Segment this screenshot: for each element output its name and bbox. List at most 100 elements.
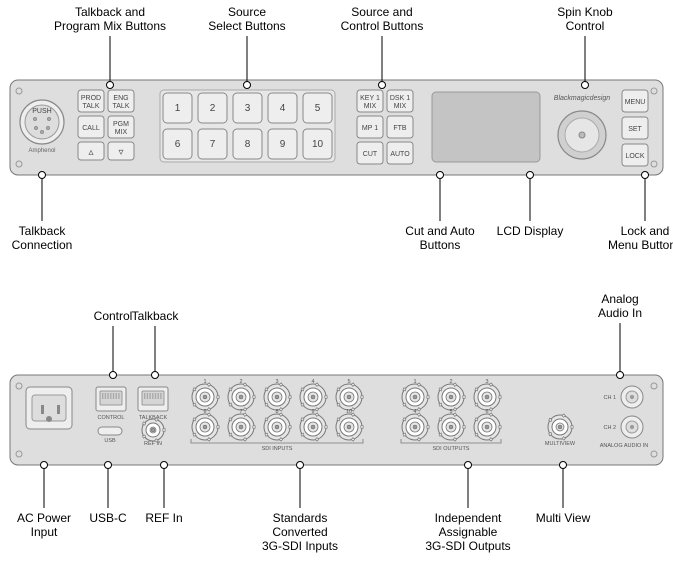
- connector-pin: [47, 117, 51, 121]
- sdi-in-num: 9: [311, 409, 314, 415]
- callout: TalkbackConnection: [12, 172, 73, 253]
- mix-button-3-label: MIX: [115, 129, 128, 136]
- sdi-in-num: 6: [203, 409, 206, 415]
- sdi-in-num: 1: [203, 379, 206, 385]
- mix-button-0-label: PROD: [81, 95, 101, 102]
- callout-dot: [39, 172, 46, 179]
- ctrl-button-0-label: KEY 1: [360, 95, 380, 102]
- callout-dot: [105, 462, 112, 469]
- callout: USB-C: [89, 462, 127, 526]
- ref-in-label: REF IN: [144, 441, 162, 447]
- sdi-in-num: 10: [346, 409, 352, 415]
- callout-label: Cut and Auto: [405, 224, 475, 238]
- sdi-in-num: 7: [239, 409, 242, 415]
- callout: Cut and AutoButtons: [405, 172, 475, 253]
- source-button-label: 5: [315, 103, 321, 114]
- callout-label: Menu Buttons: [608, 238, 673, 252]
- sdi-out-num: 3: [485, 379, 488, 385]
- ac-prong: [57, 405, 60, 414]
- mix-button-2-label: CALL: [82, 125, 100, 132]
- callout-label: Select Buttons: [208, 19, 285, 33]
- callout-label: Source and: [351, 5, 412, 19]
- ctrl-button-5-label: AUTO: [390, 151, 410, 158]
- connector-pin: [46, 126, 50, 130]
- sdi-in-num: 4: [311, 379, 314, 385]
- ctrl-button-3-label: FTB: [393, 125, 407, 132]
- callout-label: Control Buttons: [341, 19, 424, 33]
- sdi-in-num: 3: [275, 379, 278, 385]
- callout: IndependentAssignable3G-SDI Outputs: [425, 462, 510, 554]
- ctrl-button-1-label: DSK 1: [390, 95, 410, 102]
- sdi-out-num: 2: [449, 379, 452, 385]
- callout: LCD Display: [497, 172, 564, 239]
- analog-label: ANALOG AUDIO IN: [600, 443, 649, 449]
- callout-label: Assignable: [439, 525, 498, 539]
- arrow-glyph: ▵: [88, 147, 93, 158]
- sdi-in-num: 5: [347, 379, 350, 385]
- callout: AC PowerInput: [17, 462, 71, 540]
- callout-label: Connection: [12, 238, 73, 252]
- callout-dot: [527, 172, 534, 179]
- callout: Control: [94, 309, 133, 379]
- callout-label: Source: [228, 5, 266, 19]
- sdi-out-num: 5: [449, 409, 452, 415]
- callout-dot: [379, 82, 386, 89]
- callout: AnalogAudio In: [598, 292, 642, 379]
- source-button-label: 4: [280, 103, 286, 114]
- callout-label: 3G-SDI Inputs: [262, 539, 338, 553]
- callout: Talkback andProgram Mix Buttons: [54, 5, 166, 89]
- callout-dot: [582, 82, 589, 89]
- callout-dot: [41, 462, 48, 469]
- connector-pin: [40, 130, 44, 134]
- multiview-label: MULTIVIEW: [545, 441, 576, 447]
- control-port-label: CONTROL: [98, 415, 125, 421]
- callout-label: Spin Knob: [557, 5, 613, 19]
- side-button-set-label: SET: [628, 126, 642, 133]
- callout-label: REF In: [145, 511, 182, 525]
- callout-dot: [161, 462, 168, 469]
- source-button-label: 10: [312, 139, 324, 150]
- sdi-out-num: 6: [485, 409, 488, 415]
- sdi-out-num: 1: [413, 379, 416, 385]
- callout-dot: [297, 462, 304, 469]
- callout-dot: [560, 462, 567, 469]
- push-label: PUSH: [32, 108, 51, 115]
- callout-label: Analog: [601, 292, 638, 306]
- callout-label: Independent: [435, 511, 502, 525]
- ac-prong: [41, 405, 44, 414]
- callout-label: USB-C: [89, 511, 127, 525]
- callout-label: Audio In: [598, 306, 642, 320]
- sdi-in-num: 8: [275, 409, 278, 415]
- callout-label: Multi View: [536, 511, 591, 525]
- callout: REF In: [145, 462, 182, 526]
- callout-label: Talkback and: [75, 5, 145, 19]
- side-button-lock-label: LOCK: [625, 153, 644, 160]
- usb-c-port[interactable]: [98, 427, 122, 435]
- analog-ch1-label: CH 1: [603, 395, 616, 401]
- callout-label: Standards: [273, 511, 328, 525]
- callout-label: Control: [94, 309, 133, 323]
- arrow-glyph: ▿: [118, 147, 123, 158]
- callout-label: Talkback: [132, 309, 180, 323]
- mix-button-1-label: TALK: [113, 103, 130, 110]
- brand-label: Blackmagicdesign: [554, 95, 611, 102]
- source-button-label: 6: [175, 139, 181, 150]
- source-button-label: 3: [245, 103, 251, 114]
- sdi-in-label: SDI INPUTS: [262, 446, 293, 452]
- callout-label: Talkback: [19, 224, 67, 238]
- connector-pin: [34, 126, 38, 130]
- analog-ch2-label: CH 2: [603, 425, 616, 431]
- callout: SourceSelect Buttons: [208, 5, 285, 89]
- callout-label: 3G-SDI Outputs: [425, 539, 510, 553]
- source-button-label: 7: [210, 139, 216, 150]
- callout-label: Buttons: [420, 238, 461, 252]
- callout-dot: [617, 372, 624, 379]
- sdi-out-label: SDI OUTPUTS: [433, 446, 470, 452]
- usb-label: USB: [104, 438, 116, 444]
- callout-label: Program Mix Buttons: [54, 19, 166, 33]
- callout-dot: [437, 172, 444, 179]
- callout: Multi View: [536, 462, 591, 526]
- sdi-out-num: 4: [413, 409, 416, 415]
- callout: Lock andMenu Buttons: [608, 172, 673, 253]
- callout-label: Lock and: [621, 224, 670, 238]
